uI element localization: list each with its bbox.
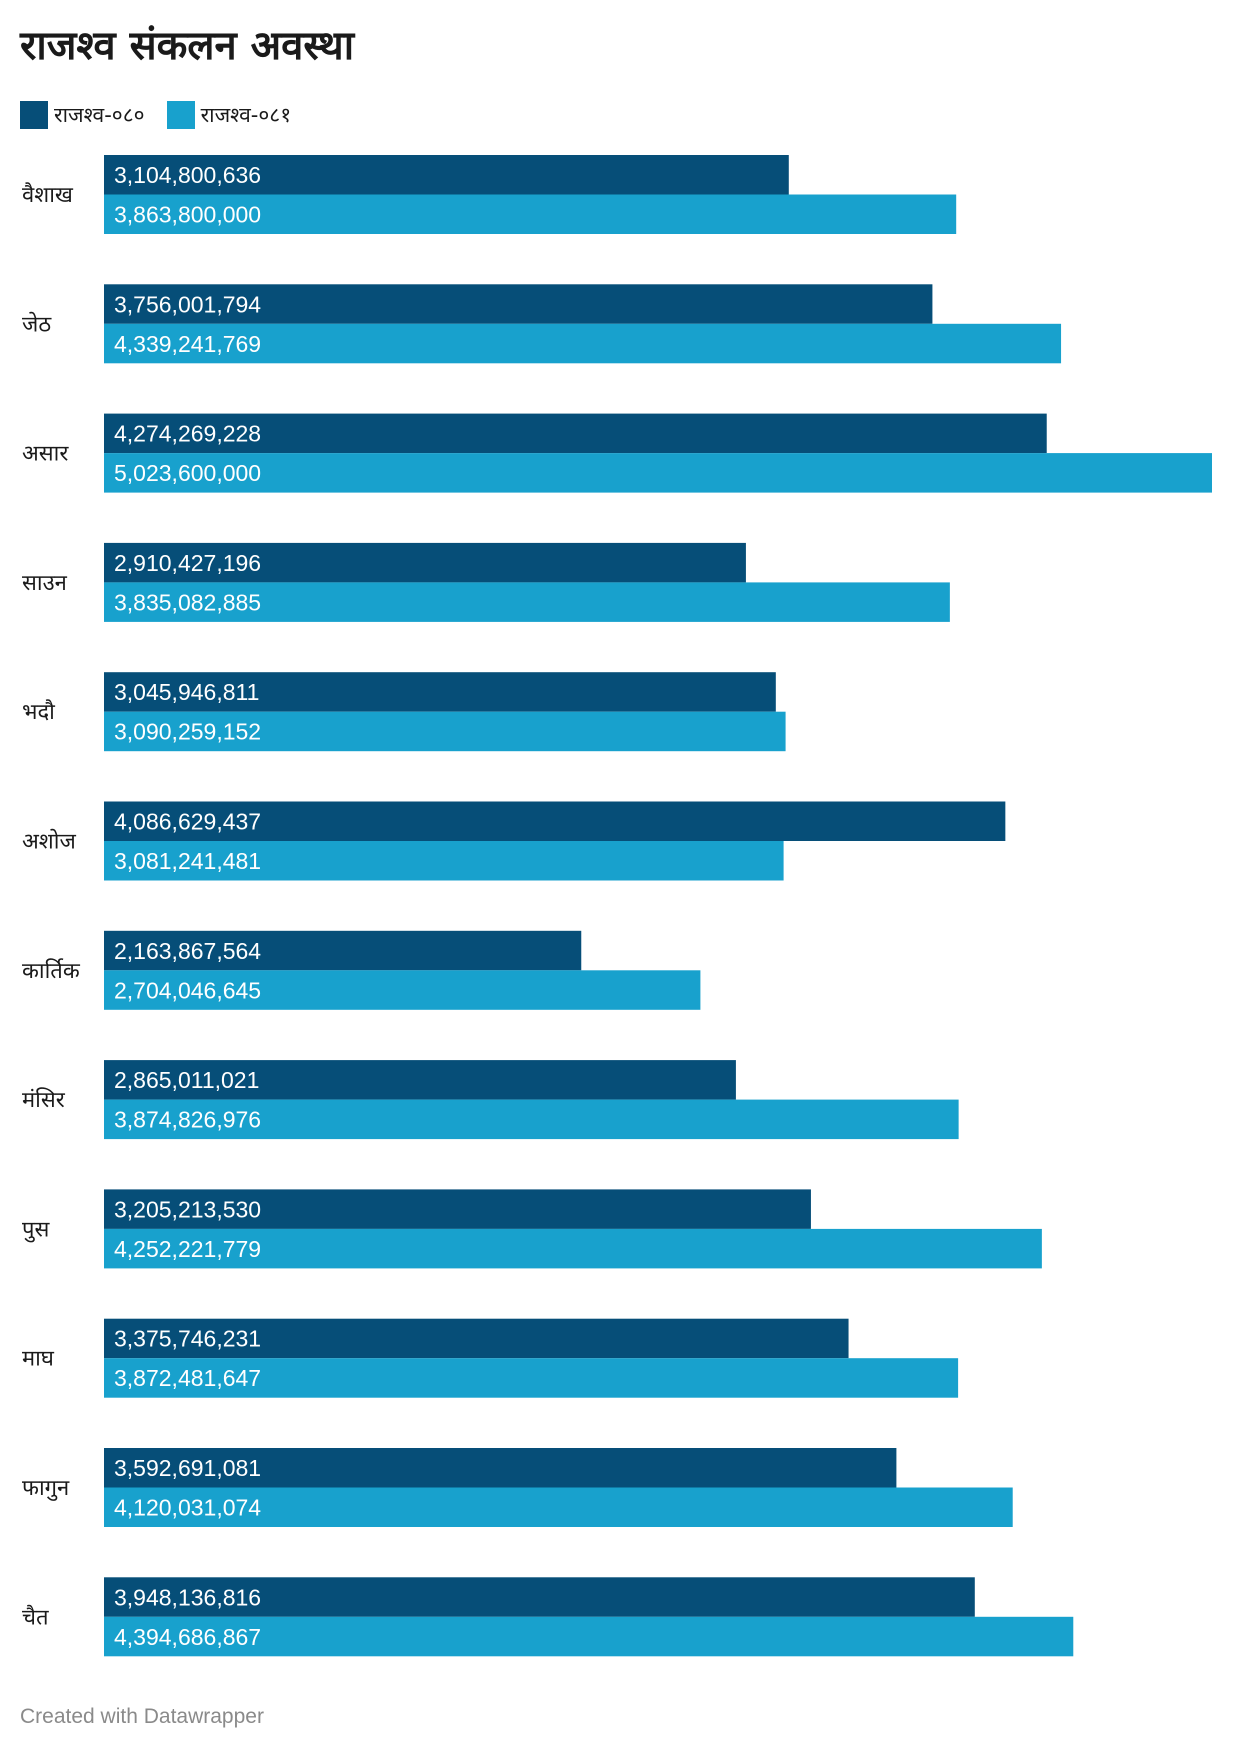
category-group: भदौ 3,045,946,811 3,090,259,152 [22,672,786,752]
legend-label-080: राजश्व-०८० [54,103,145,127]
category-label: असार [22,442,69,467]
chart-title: राजश्व संकलन अवस्था [20,23,355,69]
bar-081 [104,841,784,881]
bar-080 [104,1060,736,1100]
category-group: अशोज 4,086,629,437 3,081,241,481 [22,801,1006,881]
bar-080 [104,155,789,195]
category-label: साउन [22,571,68,596]
category-label: भदौ [22,699,55,725]
category-group: वैशाख 3,104,800,636 3,863,800,000 [22,155,957,234]
value-label: 4,120,031,074 [114,1495,261,1521]
category-group: जेठ 3,756,001,794 4,339,241,769 [22,284,1062,364]
value-label: 3,835,082,885 [114,589,261,615]
category-group: पुस 3,205,213,530 4,252,221,779 [22,1189,1042,1269]
bar-080 [104,1577,975,1617]
bar-081 [104,323,1062,364]
category-group: चैत 3,948,136,816 4,394,686,867 [22,1577,1074,1657]
value-label: 3,375,746,231 [114,1326,261,1352]
value-label: 3,592,691,081 [114,1455,261,1481]
value-label: 3,874,826,976 [114,1107,261,1133]
bar-081 [104,1099,959,1140]
bar-080 [104,930,582,971]
value-label: 2,865,011,021 [114,1067,259,1093]
bar-080 [104,672,776,712]
footer-credit: Created with Datawrapper [20,1705,264,1728]
value-label: 3,045,946,811 [114,679,259,705]
bar-081 [104,1358,959,1398]
category-label: पुस [22,1217,50,1242]
category-label: वैशाख [22,182,74,208]
legend: राजश्व-०८० राजश्व-०८१ [20,100,313,130]
bar-080 [104,413,1047,454]
category-label: मंसिर [22,1087,66,1113]
category-label: जेठ [22,311,52,337]
value-label: 2,163,867,564 [114,938,261,964]
value-label: 3,090,259,152 [114,719,261,745]
value-label: 3,205,213,530 [114,1196,261,1222]
value-label: 3,081,241,481 [114,848,261,874]
value-label: 3,104,800,636 [114,162,261,188]
bar-chart: वैशाख 3,104,800,636 3,863,800,000 जेठ 3,756,… [22,155,1212,1657]
bar-081 [104,1616,1074,1657]
value-label: 4,086,629,437 [114,809,261,835]
category-label: कार्तिक [22,958,81,984]
category-label: फागुन [22,1476,70,1501]
legend-label-081: राजश्व-०८१ [200,103,292,127]
bar-081 [104,711,786,752]
category-group: माघ 3,375,746,231 3,872,481,647 [22,1318,959,1398]
value-label: 3,948,136,816 [114,1584,261,1610]
legend-item-080: राजश्व-०८० [20,101,145,129]
category-group: कार्तिक 2,163,867,564 2,704,046,645 [22,930,701,1010]
legend-swatch-080 [20,101,48,129]
value-label: 3,863,800,000 [114,202,261,228]
legend-item-081: राजश्व-०८१ [166,101,292,129]
value-label: 3,756,001,794 [114,291,261,317]
bar-080 [104,284,933,324]
value-label: 3,872,481,647 [114,1365,261,1391]
value-label: 4,252,221,779 [114,1236,261,1262]
value-label: 4,274,269,228 [114,421,261,447]
value-label: 4,339,241,769 [114,331,261,357]
category-label: माघ [22,1347,55,1372]
bar-080 [104,801,1006,841]
bar-080 [104,1318,849,1359]
bar-081 [104,453,1212,493]
value-label: 5,023,600,000 [114,460,261,486]
category-group: असार 4,274,269,228 5,023,600,000 [22,413,1212,493]
bar-081 [104,194,957,234]
category-label: अशोज [22,829,76,855]
category-group: साउन 2,910,427,196 3,835,082,885 [22,542,950,622]
category-group: फागुन 3,592,691,081 4,120,031,074 [22,1448,1013,1527]
bar-081 [104,1228,1042,1269]
bar-081 [104,1487,1013,1527]
category-group: मंसिर 2,865,011,021 3,874,826,976 [22,1060,959,1140]
value-label: 2,910,427,196 [114,550,261,576]
legend-swatch-081 [166,101,195,129]
bar-080 [104,542,746,583]
bar-081 [104,582,950,622]
bar-080 [104,1448,897,1488]
category-label: चैत [22,1604,49,1630]
value-label: 4,394,686,867 [114,1624,261,1650]
value-label: 2,704,046,645 [114,977,261,1003]
bar-080 [104,1189,811,1229]
bar-081 [104,970,701,1010]
